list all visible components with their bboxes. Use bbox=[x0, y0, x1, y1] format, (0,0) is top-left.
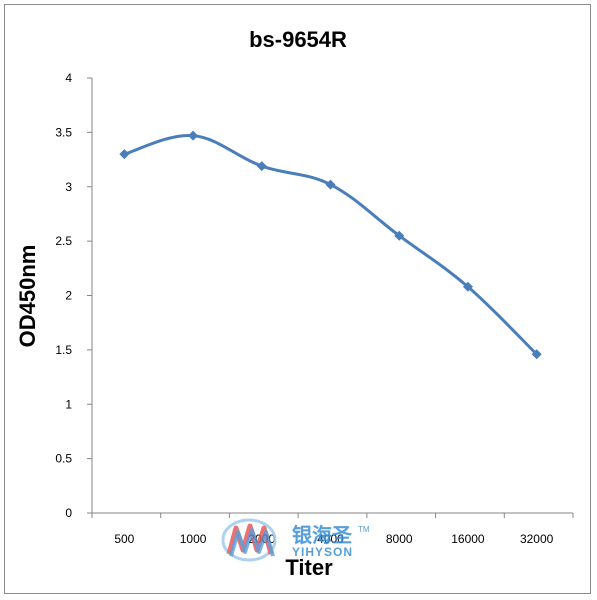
logo-wave-blue bbox=[229, 528, 275, 557]
data-point-marker bbox=[462, 281, 473, 292]
data-point-marker bbox=[119, 149, 130, 160]
x-tick-label: 16000 bbox=[451, 532, 485, 546]
data-point-marker bbox=[394, 230, 405, 241]
logo-english-text: YIHYSON bbox=[292, 545, 353, 559]
y-tick-label: 3 bbox=[65, 180, 72, 194]
y-tick-label: 2.5 bbox=[55, 234, 72, 248]
x-tick-label: 1000 bbox=[180, 532, 207, 546]
data-point-marker bbox=[188, 130, 199, 141]
y-tick-label: 0.5 bbox=[55, 452, 72, 466]
data-point-marker bbox=[531, 349, 542, 360]
data-point-marker bbox=[325, 179, 336, 190]
y-tick-label: 0 bbox=[65, 506, 72, 520]
x-tick-label: 32000 bbox=[520, 532, 554, 546]
x-tick-label: 8000 bbox=[386, 532, 413, 546]
x-tick-label: 4000 bbox=[317, 532, 344, 546]
data-markers bbox=[119, 130, 542, 360]
logo-wave-red bbox=[226, 523, 274, 555]
chart-title: bs-9654R bbox=[249, 27, 347, 52]
x-axis-ticks: 500 1000 2000 4000 8000 16000 32000 bbox=[91, 513, 574, 546]
logo-ring bbox=[221, 518, 277, 562]
y-axis-title: OD450nm bbox=[15, 245, 40, 348]
logo-tm: TM bbox=[358, 525, 370, 534]
y-axis-ticks: 0 0.5 1 1.5 2 2.5 3 3.5 4 bbox=[55, 71, 92, 520]
y-tick-label: 4 bbox=[65, 71, 72, 85]
y-tick-label: 1.5 bbox=[55, 343, 72, 357]
y-tick-label: 1 bbox=[65, 397, 72, 411]
logo-chinese-text: 银海圣 bbox=[292, 523, 353, 547]
y-tick-label: 3.5 bbox=[55, 125, 72, 139]
series-line bbox=[122, 134, 539, 356]
x-tick-label: 500 bbox=[114, 532, 134, 546]
chart-frame bbox=[4, 4, 591, 594]
yihyson-logo: 银海圣 TM YIHYSON bbox=[221, 518, 370, 562]
x-axis-title: Titer bbox=[285, 555, 333, 580]
data-point-marker bbox=[256, 161, 267, 172]
y-tick-label: 2 bbox=[65, 289, 72, 303]
